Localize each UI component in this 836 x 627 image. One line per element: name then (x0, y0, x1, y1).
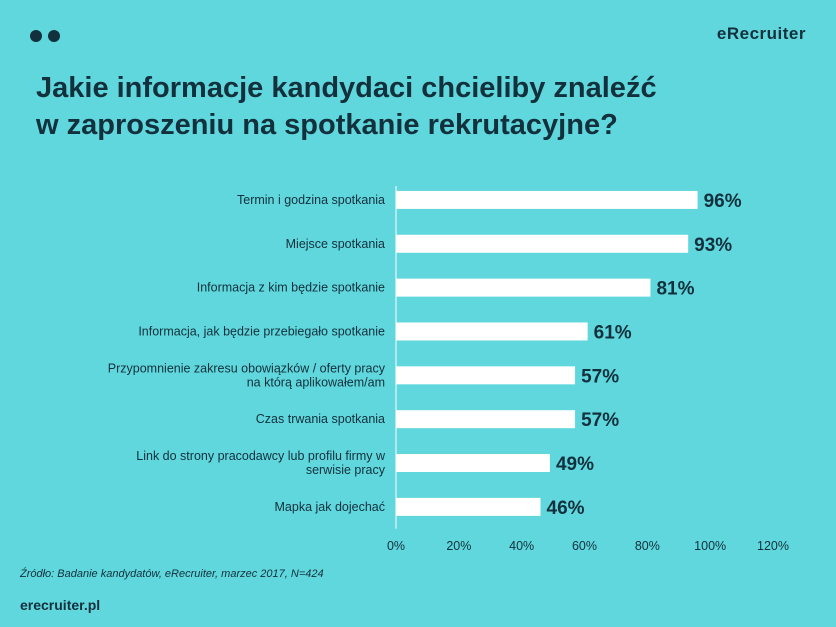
bar-value-label: 81% (656, 279, 694, 300)
category-label: Termin i godzina spotkania (237, 193, 385, 207)
logo-dot (48, 30, 60, 42)
logo-dot (30, 30, 42, 42)
x-tick-label: 20% (446, 539, 471, 553)
bar (396, 366, 576, 385)
brand-logo-text: eRecruiter (716, 24, 806, 43)
bar-value-label: 57% (581, 366, 619, 387)
bar-value-label: 61% (594, 322, 632, 343)
bar-value-label: 49% (556, 454, 594, 475)
bar-value-label: 96% (704, 191, 742, 212)
bar (396, 454, 550, 473)
category-label: Miejsce spotkania (286, 237, 385, 251)
category-label: Mapka jak dojechać (275, 500, 385, 514)
bar (396, 234, 689, 253)
category-label: Informacja, jak będzie przebiegało spotk… (138, 324, 385, 338)
bar (396, 497, 541, 516)
bar-value-label: 46% (547, 498, 585, 519)
category-label: serwisie pracy (306, 463, 386, 477)
chart-title-line: w zaproszeniu na spotkanie rekrutacyjne? (36, 109, 618, 141)
bar (396, 278, 651, 297)
bar-value-label: 93% (694, 235, 732, 256)
source-note: Źródło: Badanie kandydatów, eRecruiter, … (20, 568, 324, 580)
x-tick-label: 120% (757, 539, 789, 553)
chart-title: Jakie informacje kandydaci chcieliby zna… (36, 70, 796, 144)
category-label: Link do strony pracodawcy lub profilu fi… (136, 449, 386, 463)
category-label: Czas trwania spotkania (256, 412, 385, 426)
x-tick-label: 100% (694, 539, 726, 553)
bar-chart: 96% Termin i godzina spotkania 93% Miejsce … (108, 186, 789, 553)
bar (396, 410, 576, 429)
x-tick-label: 80% (635, 539, 660, 553)
chart-title-line: Jakie informacje kandydaci chcieliby zna… (36, 72, 657, 104)
logo-dots (30, 30, 60, 42)
bar (396, 190, 698, 209)
website-link[interactable]: erecruiter.pl (20, 597, 101, 613)
category-label: na którą aplikowałem/am (247, 375, 385, 389)
category-label: Przypomnienie zakresu obowiązków / ofert… (108, 361, 386, 375)
category-label: Informacja z kim będzie spotkanie (197, 281, 385, 295)
x-tick-label: 0% (387, 539, 405, 553)
x-tick-label: 60% (572, 539, 597, 553)
bar-value-label: 57% (581, 410, 619, 431)
bar (396, 322, 588, 341)
x-tick-label: 40% (509, 539, 534, 553)
